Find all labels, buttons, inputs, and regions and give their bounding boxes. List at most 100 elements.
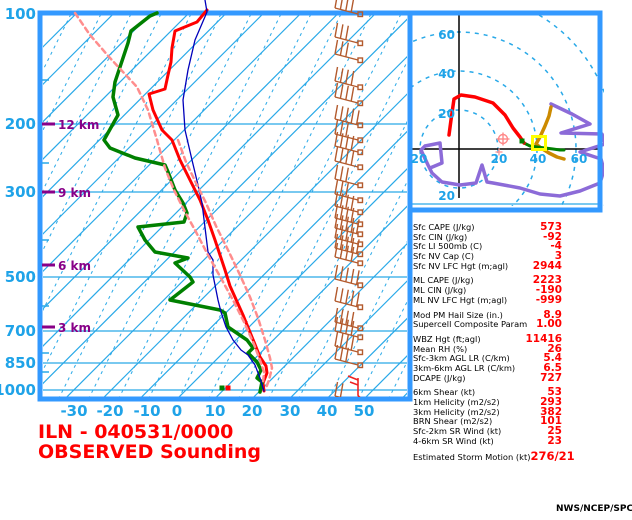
wind-barb [334, 131, 364, 156]
hodo-ring-label: 40 [530, 152, 547, 166]
index-label: Mod PM Hail Size (in.) [413, 309, 503, 320]
axis-ticks: 12 km 9 km 6 km 3 km [42, 79, 99, 373]
km-label: 9 km [58, 186, 91, 200]
index-row: Sfc-3km AGL LR (C/km) 5.4 [413, 352, 562, 364]
wind-barb [334, 119, 364, 144]
index-label: Sfc NV LFC Hgt (m;agl) [413, 260, 509, 271]
index-value: 293 [540, 396, 562, 408]
wind-barbs [334, 0, 364, 397]
index-value: 1.00 [536, 318, 562, 331]
index-label: Mean RH (%) [413, 343, 468, 354]
index-label: Supercell Composite Param [413, 319, 528, 330]
index-value: -92 [543, 230, 562, 243]
index-value: 2223 [532, 274, 562, 287]
hodo-ring-label: 20 [411, 152, 428, 166]
index-row: Sfc CAPE (J/kg) 573 [413, 221, 562, 233]
pressure-label: 700 [5, 322, 36, 340]
index-row: ML NV LFC Hgt (m;agl) -999 [413, 294, 562, 306]
index-row: WBZ Hgt (ft;agl) 11416 [413, 333, 562, 345]
index-row: Supercell Composite Param 1.00 [413, 318, 562, 331]
indices-section: Sfc CAPE (J/kg) 573 Sfc CIN (J/kg) -92 Sfc L… [413, 221, 562, 272]
skewt-border [37, 10, 413, 402]
surface-marker [219, 385, 225, 391]
wind-barb [334, 146, 364, 171]
hodo_9km_plus-trace [419, 102, 604, 198]
index-row: Sfc CIN (J/kg) -92 [413, 230, 562, 243]
wind-barb [334, 213, 364, 238]
indices-section: 6km Shear (kt) 53 1km Helicity (m2/s2) 293 3… [413, 386, 562, 447]
temp-label: -20 [96, 402, 123, 420]
temp-label: -10 [133, 402, 160, 420]
hodo-ring-label: 60 [438, 28, 455, 42]
index-label: ML NV LFC Hgt (m;agl) [413, 294, 508, 305]
index-value: 26 [547, 342, 562, 355]
sounding-title: ILN - 040531/0000 OBSERVED Sounding [38, 422, 261, 462]
temp-label: 40 [317, 402, 338, 420]
index-label: 1km Helicity (m2/s2) [413, 397, 500, 407]
wind-barb [334, 82, 364, 107]
indices-section: ML CAPE (J/kg) 2223 ML CIN (J/kg) -190 ML NV… [413, 274, 562, 306]
index-row: 4-6km SR Wind (kt) 23 [413, 435, 562, 447]
skewt-grid [43, 13, 407, 399]
temp-label: -30 [60, 402, 87, 420]
hodo-ring-label: 60 [571, 152, 588, 166]
surface-wind-barb [347, 375, 361, 397]
index-value: 101 [540, 415, 562, 428]
hodo_6_9km-trace [534, 105, 566, 161]
index-row: ML CAPE (J/kg) 2223 [413, 274, 562, 287]
pressure-label: 850 [5, 354, 36, 372]
hodograph-border [407, 10, 603, 213]
wind-barb [334, 316, 364, 341]
index-row: ML CIN (J/kg) -190 [413, 284, 562, 297]
indices-section: WBZ Hgt (ft;agl) 11416 Mean RH (%) 26 Sfc-3k… [413, 333, 562, 384]
index-row: BRN Shear (m2/s2) 101 [413, 415, 562, 428]
index-label: Estimated Storm Motion (kt) [413, 452, 531, 463]
index-label: Sfc CAPE (J/kg) [413, 222, 475, 232]
wind-barb [334, 39, 364, 64]
pressure-label: 1000 [0, 381, 36, 399]
hodograph [412, 13, 604, 206]
index-row: 6km Shear (kt) 53 [413, 386, 562, 398]
index-value: -190 [535, 284, 562, 297]
index-label: 6km Shear (kt) [413, 387, 476, 398]
index-row: Estimated Storm Motion (kt) 276/21 [413, 449, 575, 463]
wind-barb [334, 307, 364, 332]
pressure-label: 500 [5, 268, 36, 286]
parcel_ascent_2-trace [176, 138, 274, 390]
station-date-title: ILN - 040531/0000 [38, 421, 234, 443]
index-row: DCAPE (J/kg) 727 [413, 372, 562, 384]
hodo_0_3km-trace [447, 93, 526, 145]
index-label: Sfc NV Cap (C) [413, 251, 474, 262]
wind-barb [334, 191, 364, 216]
hodo-ring-label: 20 [438, 189, 455, 203]
green-start [519, 138, 525, 144]
index-row: Sfc NV Cap (C) 3 [413, 250, 562, 262]
indices-section: Mod PM Hail Size (in.) 8.9 Supercell Compo… [413, 309, 562, 331]
wet_bulb-trace [182, 0, 265, 392]
indices-table: Sfc CAPE (J/kg) 573 Sfc CIN (J/kg) -92 Sfc L… [413, 221, 575, 464]
index-row: Sfc LI 500mb (C) -4 [413, 240, 562, 252]
sounding-type-title: OBSERVED Sounding [38, 441, 262, 463]
index-row: Sfc NV LFC Hgt (m;agl) 2944 [413, 260, 562, 272]
index-label: Sfc LI 500mb (C) [413, 241, 483, 252]
wind-barb [334, 66, 364, 91]
index-label: 3km Helicity (m2/s2) [413, 406, 500, 417]
temp-label: 50 [354, 402, 375, 420]
wind-barb [334, 331, 364, 356]
wind-barb [334, 233, 364, 258]
index-row: 3km-6km AGL LR (C/km) 6.5 [413, 362, 562, 374]
wind-barb [334, 104, 364, 129]
wind-barb [334, 242, 364, 267]
km-label: 6 km [58, 259, 91, 273]
wind-barb [334, 381, 344, 397]
wind-barb [334, 264, 364, 289]
wind-barb [334, 164, 364, 189]
index-label: BRN Shear (m2/s2) [413, 416, 493, 427]
skewt-traces [73, 0, 274, 394]
wind-barb [334, 344, 364, 369]
index-value: 382 [540, 405, 562, 418]
bunkers-mover [496, 132, 510, 146]
index-row: Mean RH (%) 26 [413, 342, 562, 355]
